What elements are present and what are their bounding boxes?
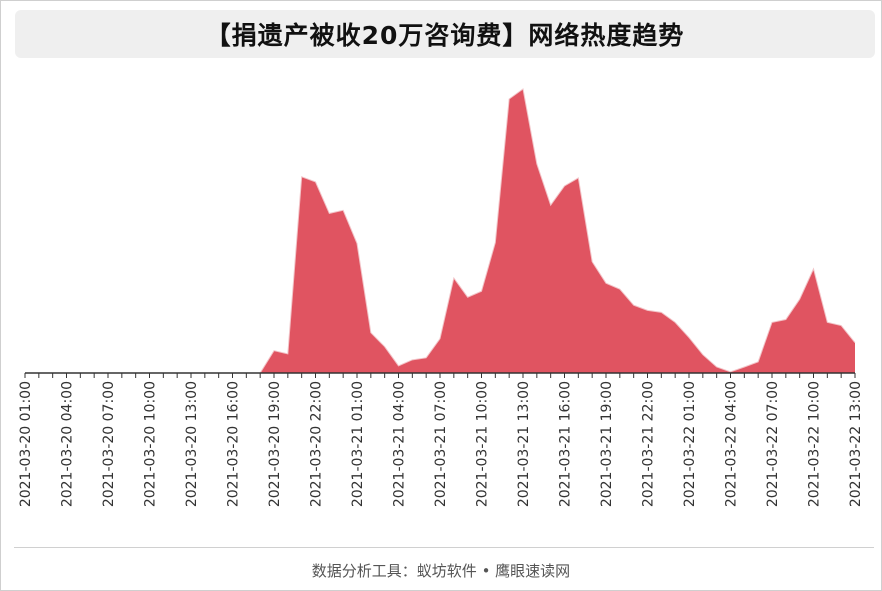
series-line [25,88,856,374]
x-tick-label: 2021-03-20 19:00 [267,381,283,507]
x-tick-label: 2021-03-21 22:00 [641,381,657,507]
x-tick-label: 2021-03-22 07:00 [765,381,781,507]
x-tick-label: 2021-03-20 16:00 [226,381,242,507]
x-tick-label: 2021-03-22 13:00 [848,381,864,507]
chart-title-bar: 【捐遗产被收20万咨询费】网络热度趋势 [15,10,875,58]
chart-title: 【捐遗产被收20万咨询费】网络热度趋势 [205,21,685,50]
x-tick-label: 2021-03-20 10:00 [143,381,159,507]
x-tick-label: 2021-03-20 07:00 [101,381,117,507]
x-tick-label: 2021-03-20 22:00 [309,381,325,507]
footer-credit: 数据分析工具：蚁坊软件 • 鹰眼速读网 [311,562,571,580]
x-tick-label: 2021-03-20 13:00 [184,381,200,507]
x-tick-label: 2021-03-21 07:00 [433,381,449,507]
x-tick-label: 2021-03-22 10:00 [807,381,823,507]
series-area [25,89,855,373]
x-tick-label: 2021-03-21 01:00 [350,381,366,507]
x-tick-label: 2021-03-21 13:00 [516,381,532,507]
x-tick-label: 2021-03-22 04:00 [724,381,740,507]
x-tick-label: 2021-03-21 10:00 [475,381,491,507]
x-tick-label: 2021-03-21 16:00 [558,381,574,507]
x-tick-label: 2021-03-21 04:00 [392,381,408,507]
x-tick-label: 2021-03-21 19:00 [599,381,615,507]
footer-divider [14,547,874,548]
x-tick-label: 2021-03-22 01:00 [682,381,698,507]
x-tick-label: 2021-03-20 04:00 [60,381,76,507]
x-tick-label: 2021-03-20 01:00 [18,381,34,507]
